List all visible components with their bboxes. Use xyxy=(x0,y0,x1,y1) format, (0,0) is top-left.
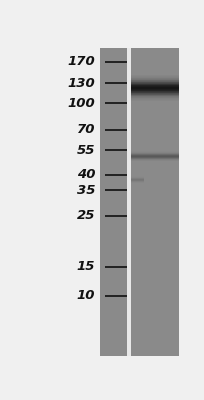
Text: 40: 40 xyxy=(76,168,95,181)
Bar xyxy=(179,48,184,356)
Bar xyxy=(131,91,179,92)
Text: 10: 10 xyxy=(76,290,95,302)
Bar xyxy=(131,90,179,91)
Bar xyxy=(131,76,179,77)
Bar xyxy=(131,87,179,88)
Text: 130: 130 xyxy=(67,77,95,90)
Bar xyxy=(131,95,179,96)
Text: 100: 100 xyxy=(67,97,95,110)
Bar xyxy=(131,97,179,98)
Text: 15: 15 xyxy=(76,260,95,273)
Bar xyxy=(131,78,179,79)
Bar xyxy=(131,77,179,78)
Bar xyxy=(131,80,179,81)
Text: 25: 25 xyxy=(76,209,95,222)
Bar xyxy=(100,48,184,356)
Bar xyxy=(131,75,179,76)
Bar xyxy=(131,82,179,83)
Text: 35: 35 xyxy=(76,184,95,197)
Bar xyxy=(131,88,179,89)
Text: 70: 70 xyxy=(76,123,95,136)
Text: 55: 55 xyxy=(76,144,95,157)
Bar xyxy=(128,48,131,356)
Bar xyxy=(131,98,179,99)
Bar xyxy=(131,100,179,101)
Bar xyxy=(131,84,179,85)
Bar xyxy=(131,96,179,97)
Bar xyxy=(131,99,179,100)
Bar xyxy=(131,86,179,87)
Bar xyxy=(131,92,179,93)
Bar xyxy=(131,83,179,84)
Bar xyxy=(131,93,179,94)
Text: 170: 170 xyxy=(67,55,95,68)
Bar xyxy=(131,79,179,80)
Bar xyxy=(131,94,179,95)
Bar xyxy=(131,89,179,90)
Bar xyxy=(131,81,179,82)
Bar xyxy=(131,85,179,86)
